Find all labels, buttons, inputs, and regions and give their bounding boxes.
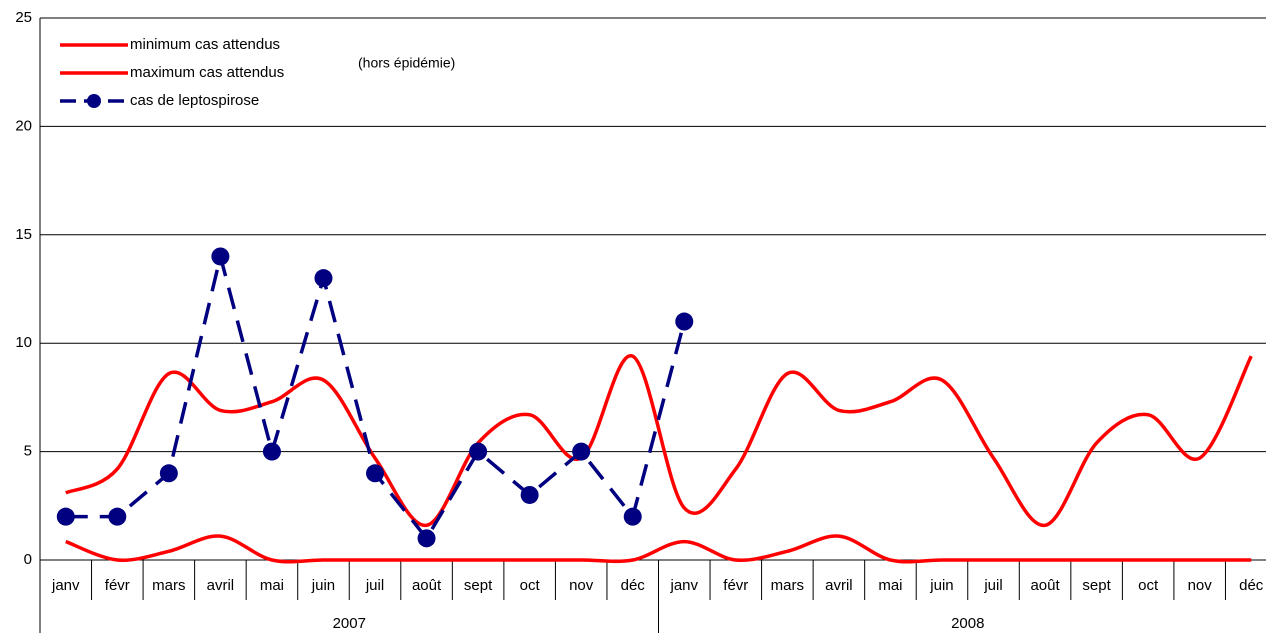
x-tick-label: mai bbox=[878, 577, 902, 594]
x-tick-label: juin bbox=[311, 577, 335, 594]
y-tick-label: 20 bbox=[15, 117, 32, 134]
data-point bbox=[623, 507, 642, 526]
data-point bbox=[675, 312, 694, 331]
x-tick-label: juil bbox=[365, 577, 384, 594]
legend-label: minimum cas attendus bbox=[130, 36, 280, 53]
x-tick-label: avril bbox=[207, 577, 235, 594]
series-line bbox=[65, 534, 1252, 564]
data-point bbox=[520, 485, 539, 504]
year-label: 2007 bbox=[333, 615, 366, 632]
x-tick-label: nov bbox=[1188, 577, 1213, 594]
y-tick-label: 0 bbox=[24, 551, 32, 568]
y-tick-label: 10 bbox=[15, 334, 32, 351]
x-tick-label: sept bbox=[464, 577, 493, 594]
x-tick-label: juil bbox=[983, 577, 1002, 594]
x-tick-label: oct bbox=[520, 577, 541, 594]
x-tick-label: nov bbox=[569, 577, 594, 594]
legend-label: cas de leptospirose bbox=[130, 92, 259, 109]
x-tick-label: août bbox=[1030, 577, 1060, 594]
annotation: (hors épidémie) bbox=[358, 55, 455, 71]
legend-label: maximum cas attendus bbox=[130, 64, 284, 81]
data-point bbox=[108, 507, 127, 526]
data-point bbox=[211, 247, 230, 266]
x-tick-label: févr bbox=[105, 577, 130, 594]
x-tick-label: févr bbox=[723, 577, 748, 594]
x-tick-label: sept bbox=[1082, 577, 1111, 594]
data-point bbox=[56, 507, 75, 526]
data-point bbox=[469, 442, 488, 461]
x-tick-label: déc bbox=[621, 577, 646, 594]
x-tick-label: juin bbox=[929, 577, 953, 594]
y-tick-label: 25 bbox=[15, 9, 32, 26]
series-line bbox=[65, 354, 1253, 528]
series-line bbox=[65, 256, 686, 542]
x-tick-label: oct bbox=[1138, 577, 1159, 594]
data-point bbox=[366, 464, 385, 483]
data-point bbox=[417, 529, 436, 548]
y-tick-label: 5 bbox=[24, 443, 32, 460]
x-tick-label: janv bbox=[51, 577, 80, 594]
x-tick-label: mai bbox=[260, 577, 284, 594]
data-point bbox=[572, 442, 591, 461]
x-tick-label: avril bbox=[825, 577, 853, 594]
x-tick-label: mars bbox=[771, 577, 804, 594]
legend-marker bbox=[87, 94, 101, 108]
data-point bbox=[159, 464, 178, 483]
data-point bbox=[262, 442, 281, 461]
year-label: 2008 bbox=[951, 615, 984, 632]
x-tick-label: déc bbox=[1239, 577, 1264, 594]
x-tick-label: mars bbox=[152, 577, 185, 594]
x-tick-label: août bbox=[412, 577, 442, 594]
y-tick-label: 15 bbox=[15, 226, 32, 243]
x-tick-label: janv bbox=[670, 577, 699, 594]
data-point bbox=[314, 269, 333, 288]
